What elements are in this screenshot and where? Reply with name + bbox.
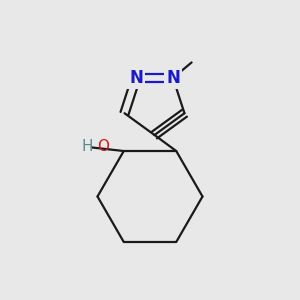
- Text: H: H: [82, 139, 94, 154]
- Text: O: O: [97, 139, 109, 154]
- Text: N: N: [166, 69, 180, 87]
- Text: N: N: [129, 69, 143, 87]
